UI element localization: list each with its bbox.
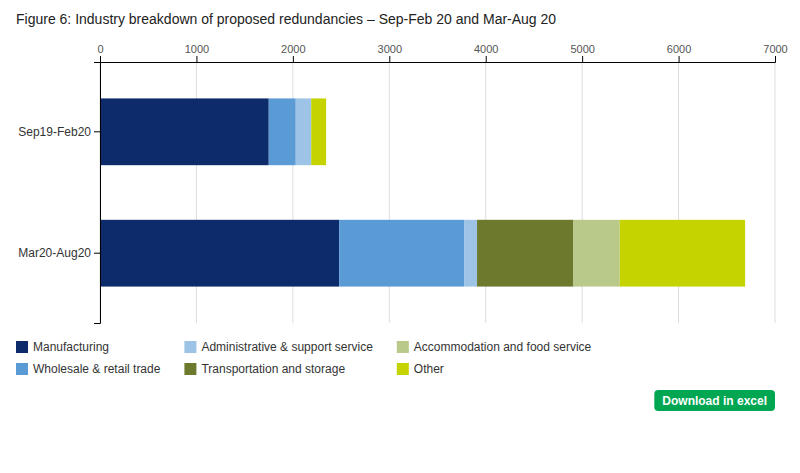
y-tick-mark [94,131,100,132]
x-tick: 0 [97,43,103,62]
x-tick: 6000 [667,43,691,62]
annotation: Download in excel [662,394,767,408]
legend-item: Transportation and storage [184,362,345,376]
legend-swatch [16,363,28,375]
x-tick-label: 5000 [570,43,594,55]
legend: Manufacturing Wholesale & retail trade Adm… [16,340,592,376]
x-tick-label: 7000 [763,43,787,55]
x-tick-mark [486,56,487,62]
chart: Figure 6: Industry breakdown of proposed… [0,0,800,473]
bar [296,98,311,165]
bar [269,98,296,165]
x-tick-mark [100,56,101,62]
y-tick-label: Mar20-Aug20 [18,246,91,260]
x-tick-label: 6000 [667,43,691,55]
series [269,98,465,286]
x-tick-mark [196,56,197,62]
x-tick-mark [775,56,776,62]
bar [100,98,269,165]
x-tick-label: 0 [97,43,103,55]
grid-line [775,62,776,323]
series [477,220,573,287]
legend-item: Administrative & support service [184,340,373,354]
series [573,220,619,287]
x-tick-label: 1000 [185,43,209,55]
grid [100,62,775,323]
y-axis-line [94,63,101,324]
legend-label: Manufacturing [33,340,109,354]
series [311,98,745,286]
legend-label: Transportation and storage [201,362,345,376]
y-axis: Sep19-Feb20 Mar20-Aug20 [18,63,100,324]
y-tick-label: Sep19-Feb20 [18,125,91,139]
legend-item: Accommodation and food service [397,340,592,354]
title: Figure 6: Industry breakdown of proposed… [16,11,556,27]
legend-swatch [397,341,409,353]
x-tick: 5000 [570,43,594,62]
bars [100,98,745,286]
legend-swatch [184,341,196,353]
bar [477,220,573,287]
x-tick: 1000 [185,43,209,62]
bar [620,220,745,287]
legend-label: Other [414,362,444,376]
bar [573,220,619,287]
x-tick-mark [293,56,294,62]
x-tick: 4000 [474,43,498,62]
legend-label: Administrative & support service [201,340,373,354]
legend-item: Manufacturing [16,340,109,354]
x-tick: 7000 [763,43,787,62]
x-tick-label: 3000 [378,43,402,55]
series [100,98,339,286]
x-axis-line [101,56,776,63]
x-tick-label: 2000 [281,43,305,55]
x-tick-mark [389,56,390,62]
x-tick-mark [679,56,680,62]
x-tick-mark [582,56,583,62]
legend-swatch [16,341,28,353]
bar [311,98,326,165]
y-tick: Mar20-Aug20 [18,246,100,260]
series [296,98,477,286]
legend-label: Wholesale & retail trade [33,362,161,376]
legend-swatch [184,363,196,375]
button-box [654,390,775,411]
bar [339,220,464,287]
bar [465,220,478,287]
bar [100,220,339,287]
legend-swatch [397,363,409,375]
plot: 0 1000 2000 3000 4000 5000 6000 7000 Sep19-Feb20… [18,43,787,324]
x-tick: 2000 [281,43,305,62]
y-tick: Sep19-Feb20 [18,125,100,139]
x-tick: 3000 [378,43,402,62]
legend-label: Accommodation and food service [414,340,592,354]
x-axis: 0 1000 2000 3000 4000 5000 6000 7000 [97,43,787,63]
download-button: Download in excel [654,390,775,411]
y-tick-mark [94,253,100,254]
x-tick-label: 4000 [474,43,498,55]
legend-item: Other [397,362,444,376]
legend-item: Wholesale & retail trade [16,362,161,376]
